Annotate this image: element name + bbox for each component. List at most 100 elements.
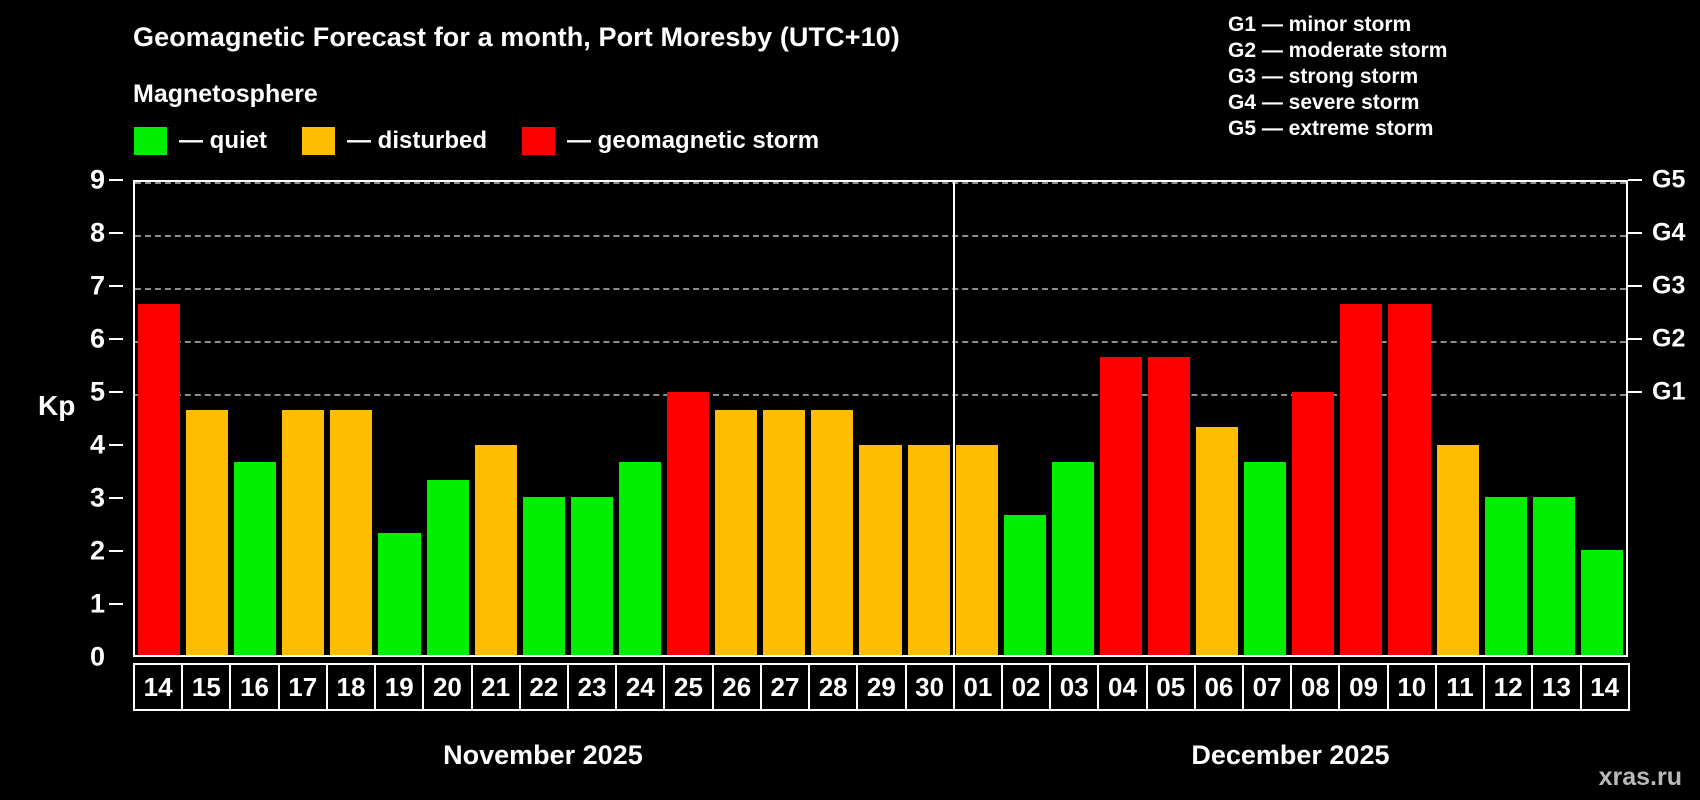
bar-day-02 [1003,514,1046,655]
y-tick-label-5: 5 [89,376,105,407]
y-tick-mark-4 [109,444,123,446]
bar-day-26 [715,409,758,655]
day-label-14-30: 14 [1579,663,1630,711]
bar-slot-22-8 [520,182,568,655]
bar-slot-14-0 [135,182,183,655]
y-tick-label-3: 3 [89,482,105,513]
bar-slot-27-13 [760,182,808,655]
bar-day-19 [378,532,421,655]
day-label-13-29: 13 [1531,663,1582,711]
legend: — quiet — disturbed — geomagnetic storm [133,126,853,156]
y-tick-mark-2 [109,550,123,552]
day-label-26-12: 26 [711,663,762,711]
day-label-21-7: 21 [470,663,521,711]
month-label-1: December 2025 [1191,740,1390,770]
bar-day-28 [811,409,854,655]
bar-day-09 [1340,304,1383,655]
bar-slot-16-2 [231,182,279,655]
bar-day-24 [618,462,662,655]
bar-slot-17-3 [279,182,327,655]
legend-swatch-disturbed [301,126,336,156]
bar-day-21 [474,444,517,655]
bar-slot-19-5 [375,182,423,655]
y-tick-label-2: 2 [89,535,105,566]
bar-day-14 [138,304,181,655]
y-tick-mark-8 [109,232,123,234]
day-label-28-14: 28 [808,663,859,711]
bar-slot-26-12 [712,182,760,655]
g-tick-mark-g5 [1628,179,1642,181]
day-label-14-0: 14 [133,663,184,711]
page-title: Geomagnetic Forecast for a month, Port M… [133,22,900,52]
bar-slot-02-18 [1001,182,1049,655]
bar-day-06 [1196,427,1239,655]
day-label-22-8: 22 [518,663,569,711]
bar-slot-28-14 [808,182,856,655]
day-label-09-25: 09 [1338,663,1389,711]
month-label-0: November 2025 [443,740,643,770]
bar-day-12 [1484,497,1527,655]
y-tick-label-8: 8 [89,217,105,248]
bar-slot-09-25 [1337,182,1385,655]
day-label-10-26: 10 [1386,663,1437,711]
g-axis: G1 G2 G3 G4 G5 [1628,166,1700,657]
legend-item-storm: — geomagnetic storm [521,126,853,156]
watermark: xras.ru [1598,763,1682,791]
day-label-04-20: 04 [1097,663,1148,711]
day-label-23-9: 23 [566,663,618,711]
y-tick-label-7: 7 [89,270,105,301]
bar-day-04 [1099,357,1142,655]
bar-day-11 [1436,444,1479,655]
bar-day-07 [1244,462,1287,655]
bar-slot-25-11 [664,182,712,655]
day-label-17-3: 17 [277,663,328,711]
y-tick-label-4: 4 [89,429,105,460]
y-tick-label-0: 0 [89,641,105,672]
g-tick-mark-g3 [1628,285,1642,287]
bar-slot-18-4 [327,182,375,655]
bar-day-15 [186,409,229,655]
gridline-kp-6 [135,341,1626,343]
gridline-kp-8 [135,235,1626,237]
day-label-08-24: 08 [1290,663,1341,711]
legend-label-storm: — geomagnetic storm [567,127,820,154]
legend-swatch-storm [521,126,557,156]
bar-slot-06-22 [1193,182,1241,655]
y-tick-label-9: 9 [89,164,105,195]
bar-day-29 [859,444,902,655]
month-label-row: November 2025 December 2025 [133,740,1628,780]
bar-slot-23-9 [568,182,616,655]
bar-slot-08-24 [1289,182,1337,655]
legend-item-quiet: — quiet [133,126,301,156]
day-label-24-10: 24 [615,663,666,711]
bar-day-22 [522,497,565,655]
bar-day-14 [1580,549,1623,655]
bar-slot-24-10 [616,182,664,655]
bar-slot-15-1 [183,182,231,655]
g-tick-mark-g2 [1628,338,1642,340]
legend-label-quiet: — quiet [179,127,267,154]
bar-day-27 [763,409,806,655]
g-tick-mark-g1 [1628,391,1642,393]
y-tick-mark-5 [109,391,123,393]
bar-slot-10-26 [1385,182,1433,655]
bar-slot-21-7 [472,182,520,655]
g-scale-line-4: G4 — severe storm [1228,91,1420,114]
y-tick-label-6: 6 [89,323,105,354]
bar-slot-04-20 [1097,182,1145,655]
day-label-03-19: 03 [1049,663,1100,711]
gridline-kp-7 [135,288,1626,290]
day-label-07-23: 07 [1242,663,1293,711]
y-axis-title: Kp [38,390,76,421]
bar-slot-14-30 [1578,182,1626,655]
y-tick-mark-3 [109,497,123,499]
g-scale-line-1: G1 — minor storm [1228,13,1412,36]
magnetosphere-label: Magnetosphere [133,80,318,108]
bar-slot-01-17 [953,182,1001,655]
bar-day-16 [234,462,277,655]
bar-day-25 [667,392,710,655]
y-tick-mark-7 [109,285,123,287]
bar-slot-13-29 [1530,182,1578,655]
g-axis-label-g4: G4 [1652,218,1686,247]
plot-area [133,180,1628,657]
